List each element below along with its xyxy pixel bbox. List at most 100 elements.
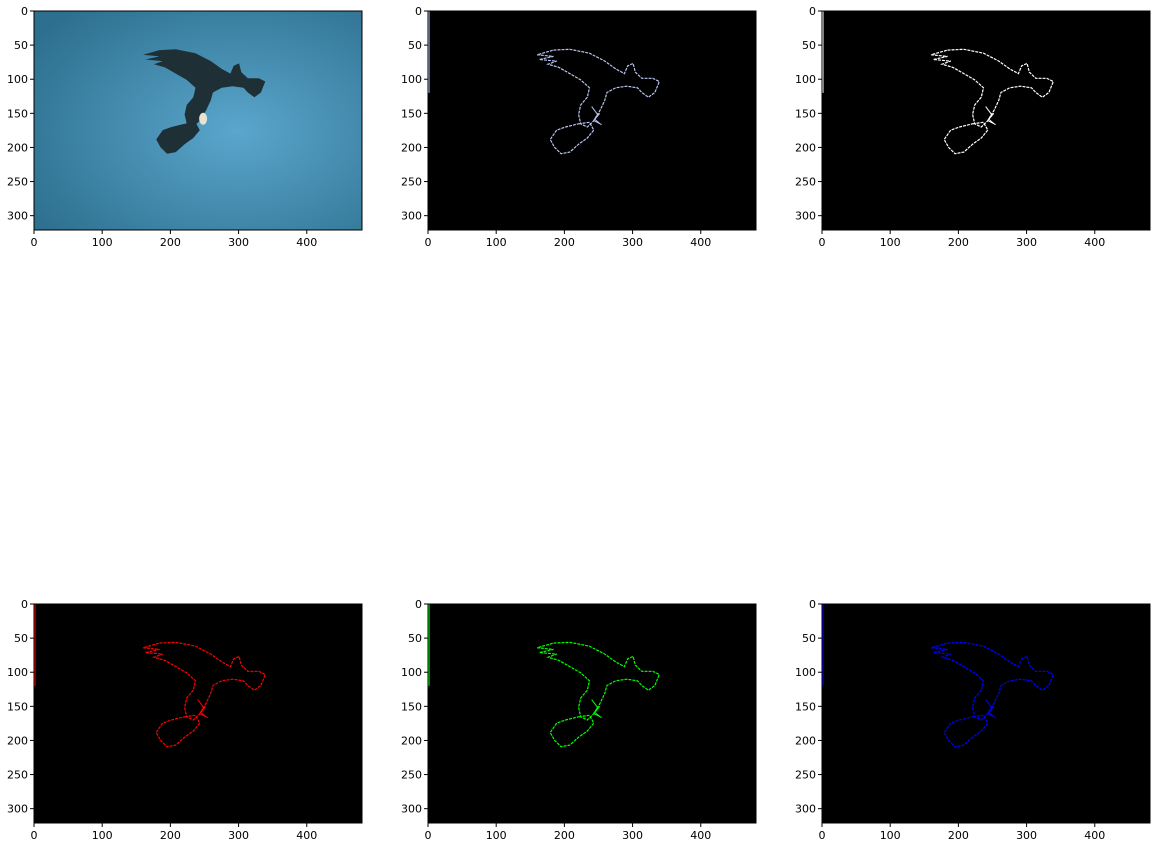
prey-edge-outline <box>943 714 989 748</box>
x-tick-label: 0 <box>819 829 826 842</box>
y-tick-label: 300 <box>795 803 816 816</box>
y-tick-label: 100 <box>7 73 28 86</box>
x-tick-label: 0 <box>31 829 38 842</box>
y-tick-label: 250 <box>795 176 816 189</box>
x-tick-label: 300 <box>228 829 249 842</box>
y-tick-label: 0 <box>415 598 422 611</box>
eagle-edge-outline <box>142 641 267 721</box>
image-area <box>428 11 756 230</box>
x-tick-label: 100 <box>92 236 113 249</box>
y-tick-label: 50 <box>14 632 28 645</box>
y-tick-label: 250 <box>401 176 422 189</box>
x-tick-label: 400 <box>1084 829 1105 842</box>
talon-edge-detail <box>197 699 208 718</box>
x-tick-label: 200 <box>948 236 969 249</box>
panel-original: 0 100 200 300 400 0 50 100 150 200 250 300 <box>7 4 363 249</box>
x-tick-label: 300 <box>622 829 643 842</box>
eagle-silhouette <box>143 49 266 127</box>
x-tick-label: 300 <box>622 236 643 249</box>
x-tick-label: 0 <box>31 236 38 249</box>
x-tick-label: 100 <box>486 829 507 842</box>
y-tick-label: 250 <box>401 769 422 782</box>
image-area <box>822 11 1150 230</box>
x-tick-label: 400 <box>296 829 317 842</box>
talon-edge-detail <box>985 699 996 718</box>
y-tick-label: 200 <box>7 141 28 154</box>
prey-edge-outline <box>549 714 595 748</box>
y-tick-label: 300 <box>795 210 816 223</box>
panel-edges-green: 0 100 200 300 400 0 50 100 150 200 250 300 <box>401 597 757 842</box>
y-tick-label: 0 <box>415 5 422 18</box>
panel-edges-red: 0 100 200 300 400 0 50 100 150 200 250 300 <box>7 597 363 842</box>
y-tick-label: 150 <box>7 700 28 713</box>
y-tick-label: 150 <box>401 107 422 120</box>
image-area <box>822 604 1150 823</box>
eagle-edge-outline <box>536 641 661 721</box>
x-tick-label: 0 <box>425 236 432 249</box>
x-tick-label: 100 <box>880 829 901 842</box>
image-area <box>428 604 756 823</box>
axes-edges-blue: 0 100 200 300 400 0 50 100 150 200 250 300 <box>795 598 1151 842</box>
x-tick-label: 400 <box>1084 236 1105 249</box>
y-tick-label: 0 <box>21 598 28 611</box>
axes-edges-green: 0 100 200 300 400 0 50 100 150 200 250 300 <box>401 598 757 842</box>
panel-edges-blue: 0 100 200 300 400 0 50 100 150 200 250 300 <box>795 597 1151 842</box>
y-tick-label: 50 <box>408 39 422 52</box>
x-tick-label: 400 <box>296 236 317 249</box>
x-tick-label: 200 <box>554 829 575 842</box>
y-tick-label: 250 <box>795 769 816 782</box>
y-tick-label: 300 <box>401 210 422 223</box>
axes-frame <box>821 10 1151 231</box>
y-tick-label: 0 <box>809 598 816 611</box>
axes-frame <box>33 603 363 824</box>
x-tick-label: 100 <box>92 829 113 842</box>
x-tick-label: 0 <box>425 829 432 842</box>
y-tick-label: 50 <box>802 39 816 52</box>
y-tick-label: 150 <box>7 107 28 120</box>
y-tick-label: 250 <box>7 176 28 189</box>
y-tick-label: 100 <box>401 666 422 679</box>
axes-edges-color: 0 100 200 300 400 0 50 100 150 200 250 300 <box>401 5 757 249</box>
y-tick-label: 150 <box>795 107 816 120</box>
x-tick-label: 200 <box>554 236 575 249</box>
prey-silhouette <box>156 122 200 154</box>
axes-edges-red: 0 100 200 300 400 0 50 100 150 200 250 300 <box>7 598 363 842</box>
y-tick-label: 50 <box>408 632 422 645</box>
axes-frame <box>427 603 757 824</box>
axes-original: 0 100 200 300 400 0 50 100 150 200 250 300 <box>7 5 363 249</box>
talon-edge-detail <box>591 699 602 718</box>
prey-edge-outline <box>943 121 989 155</box>
x-tick-label: 100 <box>486 236 507 249</box>
y-tick-label: 0 <box>21 5 28 18</box>
y-tick-label: 200 <box>795 734 816 747</box>
x-tick-label: 200 <box>160 236 181 249</box>
y-tick-label: 50 <box>802 632 816 645</box>
prey-edge-outline <box>155 714 201 748</box>
y-tick-label: 50 <box>14 39 28 52</box>
eagle-edge-outline <box>536 48 661 128</box>
axes-frame <box>427 10 757 231</box>
panel-edges-color: 0 100 200 300 400 0 50 100 150 200 250 300 <box>401 4 757 249</box>
image-area <box>34 604 362 823</box>
eagle-edge-outline <box>930 48 1055 128</box>
y-tick-label: 200 <box>401 734 422 747</box>
y-tick-label: 150 <box>401 700 422 713</box>
x-tick-label: 300 <box>1016 236 1037 249</box>
talon-highlight <box>199 112 208 125</box>
prey-edge-outline <box>549 121 595 155</box>
axes-frame <box>33 10 363 231</box>
x-tick-label: 300 <box>1016 829 1037 842</box>
x-tick-label: 0 <box>819 236 826 249</box>
y-tick-label: 100 <box>401 73 422 86</box>
y-tick-label: 250 <box>7 769 28 782</box>
y-tick-label: 300 <box>7 803 28 816</box>
x-tick-label: 100 <box>880 236 901 249</box>
y-tick-label: 150 <box>795 700 816 713</box>
x-tick-label: 300 <box>228 236 249 249</box>
y-tick-label: 200 <box>401 141 422 154</box>
x-tick-label: 400 <box>690 829 711 842</box>
axes-frame <box>821 603 1151 824</box>
y-tick-label: 200 <box>7 734 28 747</box>
panel-edges-white: 0 100 200 300 400 0 50 100 150 200 250 300 <box>795 4 1151 249</box>
x-tick-label: 200 <box>160 829 181 842</box>
